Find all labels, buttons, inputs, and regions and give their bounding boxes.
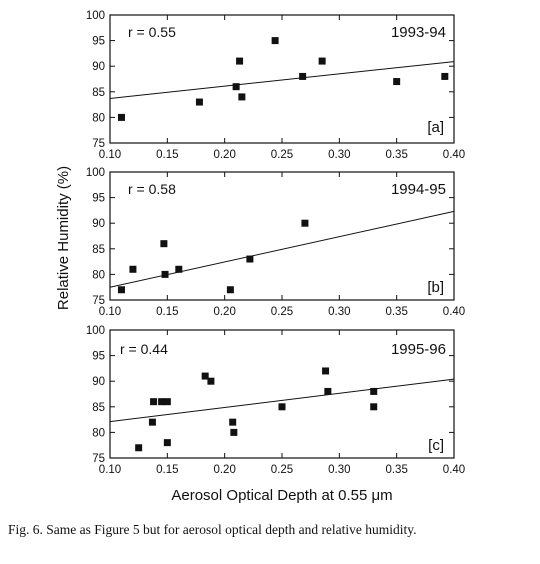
x-tick-label: 0.35: [385, 149, 407, 161]
y-tick-label: 80: [92, 269, 105, 281]
period-label: 1995-96: [391, 341, 446, 358]
x-tick-label: 0.10: [99, 306, 121, 318]
data-point: [238, 93, 246, 101]
x-tick-label: 0.20: [213, 149, 235, 161]
data-point: [207, 377, 215, 385]
panel-c: 0.10 0.15 0.20 0.25 0.30 0.35 0.40 75 80 85 90 95 10…: [86, 325, 465, 476]
y-tick-label: 95: [92, 36, 105, 48]
y-tick-label: 85: [92, 402, 105, 414]
data-point: [322, 367, 330, 375]
period-label: 1994-95: [391, 181, 446, 198]
y-tick-label: 85: [92, 87, 105, 99]
y-tick-label: 100: [86, 167, 105, 179]
data-point: [232, 83, 240, 91]
tick-labels: 0.10 0.15 0.20 0.25 0.30 0.35 0.40 75 80 85 90 95 10…: [86, 10, 465, 161]
data-point: [201, 372, 209, 380]
y-tick-label: 85: [92, 244, 105, 256]
data-point: [117, 113, 125, 121]
correlation-label: r = 0.44: [120, 341, 168, 357]
y-tick-label: 90: [92, 61, 105, 73]
data-points: [117, 219, 309, 294]
data-point: [135, 444, 143, 452]
y-axis-title: Relative Humidity (%): [55, 166, 72, 310]
data-point: [278, 403, 286, 411]
data-point: [230, 428, 238, 436]
data-point: [226, 286, 234, 294]
data-point: [195, 98, 203, 106]
x-tick-label: 0.10: [99, 464, 121, 476]
data-point: [117, 286, 125, 294]
data-point: [163, 439, 171, 447]
panel-tag: [c]: [428, 437, 444, 454]
y-tick-label: 95: [92, 193, 105, 205]
y-tick-label: 80: [92, 427, 105, 439]
data-point: [370, 387, 378, 395]
panel-tag: [a]: [427, 119, 444, 136]
y-tick-label: 100: [86, 10, 105, 22]
data-point: [129, 265, 137, 273]
x-tick-label: 0.25: [271, 464, 293, 476]
panel-b: 0.10 0.15 0.20 0.25 0.30 0.35 0.40 75 80 85 90 95 10…: [86, 167, 465, 318]
data-point: [158, 398, 166, 406]
data-point: [301, 219, 309, 227]
panel-a: 0.10 0.15 0.20 0.25 0.30 0.35 0.40 75 80 85 90 95 10…: [86, 10, 465, 161]
data-point: [229, 418, 237, 426]
scatter-figure: 0.10 0.15 0.20 0.25 0.30 0.35 0.40 75 80 85 90 95 10…: [55, 10, 465, 504]
data-point: [175, 265, 183, 273]
tick-labels: 0.10 0.15 0.20 0.25 0.30 0.35 0.40 75 80 85 90 95 10…: [86, 167, 465, 318]
x-axis-title: Aerosol Optical Depth at 0.55 μm: [171, 487, 392, 504]
x-tick-label: 0.35: [385, 464, 407, 476]
x-tick-label: 0.40: [443, 306, 465, 318]
data-point: [160, 240, 168, 248]
tick-marks: [109, 14, 455, 144]
y-tick-label: 90: [92, 376, 105, 388]
x-tick-label: 0.35: [385, 306, 407, 318]
x-tick-label: 0.25: [271, 149, 293, 161]
data-point: [246, 255, 254, 263]
y-tick-label: 100: [86, 325, 105, 337]
x-tick-label: 0.25: [271, 306, 293, 318]
y-tick-label: 90: [92, 218, 105, 230]
tick-marks: [109, 171, 455, 301]
x-tick-label: 0.20: [213, 306, 235, 318]
correlation-label: r = 0.55: [128, 24, 176, 40]
data-point: [370, 403, 378, 411]
tick-marks: [109, 329, 455, 459]
data-points: [117, 37, 449, 121]
data-point: [161, 270, 169, 278]
data-point: [318, 57, 326, 65]
x-tick-label: 0.20: [213, 464, 235, 476]
y-tick-label: 95: [92, 351, 105, 363]
data-point: [299, 72, 307, 80]
x-tick-label: 0.30: [328, 464, 350, 476]
data-point: [271, 37, 279, 45]
x-tick-label: 0.10: [99, 149, 121, 161]
data-point: [441, 72, 449, 80]
x-tick-label: 0.15: [156, 149, 178, 161]
data-point: [150, 398, 158, 406]
y-tick-label: 75: [92, 453, 105, 465]
x-tick-label: 0.15: [156, 306, 178, 318]
y-tick-label: 80: [92, 112, 105, 124]
data-point: [324, 387, 332, 395]
period-label: 1993-94: [391, 24, 446, 41]
x-tick-label: 0.30: [328, 149, 350, 161]
y-tick-label: 75: [92, 295, 105, 307]
correlation-label: r = 0.58: [128, 181, 176, 197]
data-point: [236, 57, 244, 65]
tick-labels: 0.10 0.15 0.20 0.25 0.30 0.35 0.40 75 80 85 90 95 10…: [86, 325, 465, 476]
figure-caption: Fig. 6. Same as Figure 5 but for aerosol…: [8, 522, 417, 537]
regression-line: [109, 378, 455, 423]
regression-line: [109, 61, 455, 99]
x-tick-label: 0.40: [443, 464, 465, 476]
y-tick-label: 75: [92, 138, 105, 150]
data-point: [148, 418, 156, 426]
x-tick-label: 0.40: [443, 149, 465, 161]
data-points: [135, 367, 378, 452]
data-point: [163, 398, 171, 406]
panel-tag: [b]: [427, 279, 444, 296]
x-tick-label: 0.15: [156, 464, 178, 476]
data-point: [393, 78, 401, 86]
x-tick-label: 0.30: [328, 306, 350, 318]
